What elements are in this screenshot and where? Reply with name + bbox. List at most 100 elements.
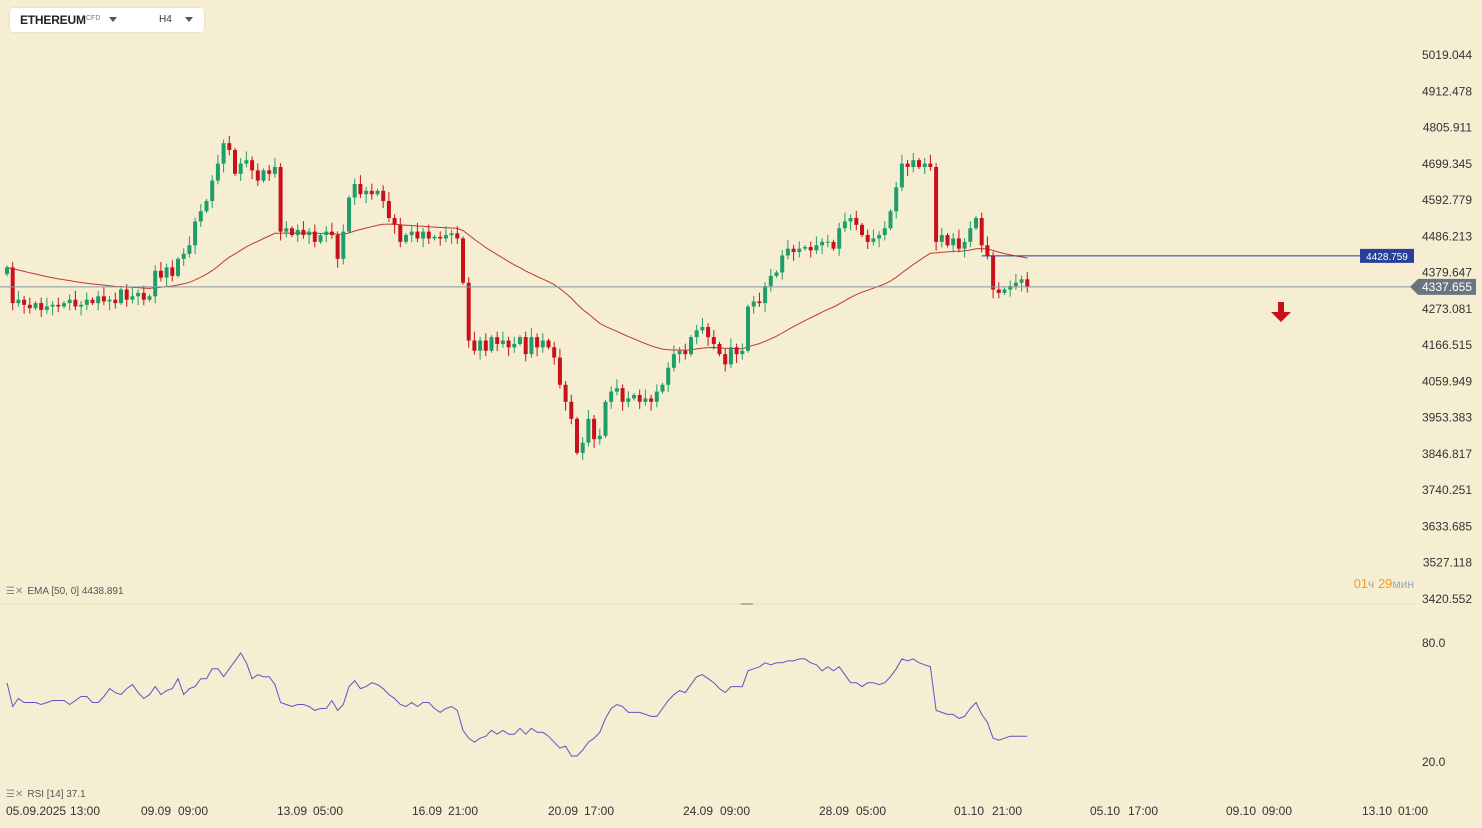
candle-body [392,218,397,225]
candle-body [324,231,329,236]
candle-body [101,296,106,302]
chevron-down-icon[interactable] [109,17,117,22]
time-axis[interactable]: 05.09.2025 13:00 09.09 09:00 13.09 05:00 16.09… [6,804,1428,818]
symbol-selector[interactable]: ETHEREUM CFD H4 [10,8,204,32]
hamburger-icon[interactable]: ☰✕ [6,789,24,800]
candle-body [797,248,802,253]
candle-body [654,391,659,402]
price-tick-label: 4592.779 [1422,193,1472,207]
candle-body [632,394,636,399]
candle-body [272,166,277,174]
candle-body [290,228,294,236]
candle-body [278,166,283,232]
candle-body [740,350,745,355]
time-tick-label: 20.09 [548,804,578,818]
candle-body [415,231,420,239]
candle-body [381,190,386,202]
candle-body [210,180,215,202]
candle-body [649,398,654,402]
candle-body [267,170,272,174]
price-axis[interactable]: 5019.044 4912.478 4805.911 4699.345 4592.779… [1360,48,1476,606]
candle-body [44,306,49,310]
rsi-indicator-label[interactable]: ☰✕ RSI [14] 37.1 [6,789,86,800]
candle-body [928,163,933,167]
candle-body [951,238,956,246]
candle-body [347,197,351,232]
candle-body [871,238,876,242]
candle-body [421,231,426,239]
candle-countdown: 01ч 29мин [1353,576,1414,591]
candle-body [660,384,665,392]
candle-body [500,340,505,344]
candle-body [592,418,597,440]
rsi-panel: 80.0 20.0 [6,636,1446,769]
ema-indicator-label[interactable]: ☰✕ EMA [50, 0] 4438.891 [6,586,124,597]
time-tick-label: 01:00 [1398,804,1428,818]
candle-body [711,337,716,344]
candle-body [546,340,551,348]
candle-body [865,235,870,242]
candle-body [119,289,123,304]
candle-body [899,163,904,188]
candle-body [62,303,66,307]
candlestick-series [5,136,1030,460]
candle-body [404,235,408,242]
time-tick-label: 05:00 [856,804,886,818]
candle-body [443,235,448,239]
symbol-name[interactable]: ETHEREUM [20,13,86,27]
candle-body [956,238,961,249]
candle-body [250,160,255,171]
candle-body [723,354,728,365]
candle-body [158,270,163,278]
level-price-tag [1360,248,1414,263]
chevron-down-icon[interactable] [185,17,193,22]
time-tick-label: 21:00 [992,804,1022,818]
price-tick-label: 3420.552 [1422,592,1472,606]
candle-body [575,418,579,453]
candle-body [917,160,921,167]
candle-body [540,340,545,348]
candle-body [1025,279,1030,288]
candle-body [181,253,186,259]
candle-body [934,166,939,242]
candle-body [358,183,363,195]
candle-body [979,218,984,246]
hamburger-icon[interactable]: ☰✕ [6,586,24,597]
candle-body [580,442,585,453]
candle-body [27,304,32,309]
candle-body [808,246,813,251]
candle-body [238,163,243,174]
level-price-label: 4428.759 [1366,252,1408,263]
candle-body [301,229,306,236]
time-tick-label: 05.09.2025 [6,804,66,818]
time-tick-label: 17:00 [584,804,614,818]
candle-body [728,347,733,365]
time-tick-label: 17:00 [1128,804,1158,818]
candle-body [164,267,169,278]
candle-body [683,350,688,355]
candle-body [215,163,220,181]
timeframe-selector[interactable]: H4 [159,14,172,25]
candle-body [609,391,614,402]
candle-body [860,224,864,236]
arrow-down-icon [1271,302,1291,322]
candle-body [774,272,779,276]
candle-body [318,235,323,242]
time-tick-label: 21:00 [448,804,478,818]
candle-body [626,398,631,402]
price-tick-label: 4379.647 [1422,266,1472,280]
candle-body [369,190,374,195]
candle-body [244,160,249,164]
candle-body [523,337,528,355]
candle-body [837,228,842,249]
price-tick-label: 3633.685 [1422,519,1472,533]
time-tick-label: 05.10 [1090,804,1120,818]
price-tick-label: 4699.345 [1422,157,1472,171]
time-tick-label: 13:00 [70,804,100,818]
price-tick-label: 4273.081 [1422,302,1472,316]
candle-body [814,245,819,251]
candle-body [39,303,44,310]
time-tick-label: 09:00 [178,804,208,818]
candle-body [888,211,893,229]
